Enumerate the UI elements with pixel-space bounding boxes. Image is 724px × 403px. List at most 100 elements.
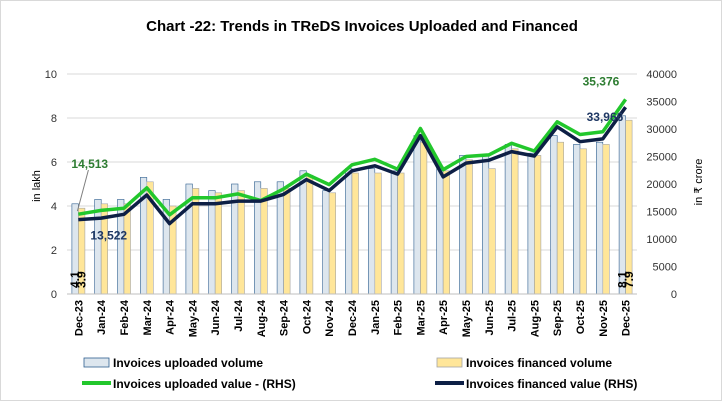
y2-tick-label: 30000 xyxy=(646,124,677,136)
data-label: 13,522 xyxy=(90,229,127,243)
bar xyxy=(465,159,473,295)
x-tick-label: Aug-24 xyxy=(256,299,268,337)
bar xyxy=(504,144,512,295)
x-tick-label: Oct-24 xyxy=(301,299,313,334)
x-tick-label: Oct-25 xyxy=(575,300,587,334)
x-tick-label: May-24 xyxy=(187,299,199,337)
x-tick-label: Dec-23 xyxy=(73,300,85,336)
data-label: 14,513 xyxy=(71,157,108,171)
bar xyxy=(260,188,268,295)
bar xyxy=(237,190,245,295)
bar-value-label: 4.1 xyxy=(68,271,82,288)
leader-line xyxy=(76,169,89,212)
bar xyxy=(306,174,314,295)
bar-value-label: 7.9 xyxy=(622,271,636,288)
x-tick-label: Mar-24 xyxy=(142,299,154,335)
y-tick-label: 0 xyxy=(51,289,57,301)
bar xyxy=(550,135,558,295)
legend-label: Invoices uploaded value - (RHS) xyxy=(113,377,296,391)
bar xyxy=(579,148,587,295)
y-axis-title: in lakh xyxy=(31,170,43,202)
y2-tick-label: 10000 xyxy=(646,234,677,246)
labels-layer: 14,513 13,522 35,376 33,966 4.13.9 8.17.9 xyxy=(68,74,636,288)
bar xyxy=(351,172,359,295)
bar-value-label: 3.9 xyxy=(75,271,89,288)
y2-tick-label: 40000 xyxy=(646,69,677,81)
x-tick-label: Feb-24 xyxy=(119,299,131,335)
y-tick-label: 4 xyxy=(51,201,57,213)
bar xyxy=(459,155,467,295)
y2-tick-label: 5000 xyxy=(653,262,677,274)
x-tick-label: Dec-25 xyxy=(621,300,633,336)
data-label: 35,376 xyxy=(583,74,620,88)
y2-tick-label: 0 xyxy=(671,289,677,301)
axes-layer: 0 2 4 6 8 10 0 5000 10000 15000 20000 25000 30000 350… xyxy=(31,69,705,337)
bar xyxy=(390,170,398,295)
x-tick-label: Jan-25 xyxy=(370,300,382,335)
legend-label: Invoices financed volume xyxy=(466,356,612,370)
bar xyxy=(481,155,490,295)
y-tick-label: 6 xyxy=(51,157,57,169)
bar xyxy=(413,135,421,295)
x-tick-label: Sep-25 xyxy=(552,300,564,336)
bar xyxy=(527,152,535,295)
bar xyxy=(511,148,519,295)
bar xyxy=(534,155,542,295)
bar xyxy=(397,172,405,295)
bar xyxy=(322,190,330,295)
y2-tick-label: 35000 xyxy=(646,97,677,109)
x-tick-label: Jul-25 xyxy=(507,300,519,332)
x-tick-label: Sep-24 xyxy=(279,299,291,336)
series-line xyxy=(78,106,628,226)
x-tick-label: Nov-24 xyxy=(324,299,336,337)
bar xyxy=(436,166,444,295)
bar xyxy=(442,170,451,295)
x-tick-label: Dec-24 xyxy=(347,299,359,336)
y2-tick-label: 20000 xyxy=(646,179,677,191)
bar xyxy=(123,203,131,295)
bar xyxy=(618,115,626,295)
bar xyxy=(345,168,353,295)
legend-label: Invoices uploaded volume xyxy=(113,356,263,370)
bar xyxy=(420,141,428,295)
x-tick-label: Jun-24 xyxy=(210,299,222,335)
x-tick-label: Jul-24 xyxy=(233,299,245,332)
bar xyxy=(595,141,604,295)
bar xyxy=(94,199,102,295)
bar xyxy=(374,172,382,295)
legend-swatch xyxy=(436,357,463,368)
y2-axis-title: in ₹ crore xyxy=(693,159,705,206)
bar xyxy=(556,141,565,295)
x-tick-label: Aug-25 xyxy=(529,300,541,337)
x-tick-label: Feb-25 xyxy=(393,300,405,335)
x-tick-label: Apr-24 xyxy=(165,299,177,335)
x-tick-label: May-25 xyxy=(461,300,473,337)
bar xyxy=(276,181,284,295)
legend-label: Invoices financed value (RHS) xyxy=(466,377,637,391)
bar xyxy=(488,168,496,295)
bars-layer xyxy=(71,115,633,295)
x-tick-label: Nov-25 xyxy=(598,300,610,337)
bar xyxy=(299,170,307,295)
bar xyxy=(283,188,291,295)
y-tick-label: 2 xyxy=(51,245,57,257)
y2-tick-label: 15000 xyxy=(646,207,677,219)
y-tick-label: 8 xyxy=(51,113,57,125)
bar xyxy=(214,192,222,295)
bar xyxy=(328,192,337,295)
y2-tick-label: 25000 xyxy=(646,152,677,164)
series-line xyxy=(78,98,628,217)
bar xyxy=(573,144,581,295)
bar xyxy=(602,144,610,295)
bar-value-label: 8.1 xyxy=(615,271,629,288)
x-tick-label: Apr-25 xyxy=(438,300,450,335)
legend: Invoices uploaded volume Invoices finance… xyxy=(82,356,637,391)
x-tick-label: Mar-25 xyxy=(415,300,427,335)
y-tick-label: 10 xyxy=(45,69,57,81)
x-tick-label: Jan-24 xyxy=(96,299,108,335)
bar xyxy=(208,190,216,295)
bar xyxy=(625,119,633,295)
lines-layer xyxy=(78,98,628,226)
legend-swatch xyxy=(83,357,110,368)
